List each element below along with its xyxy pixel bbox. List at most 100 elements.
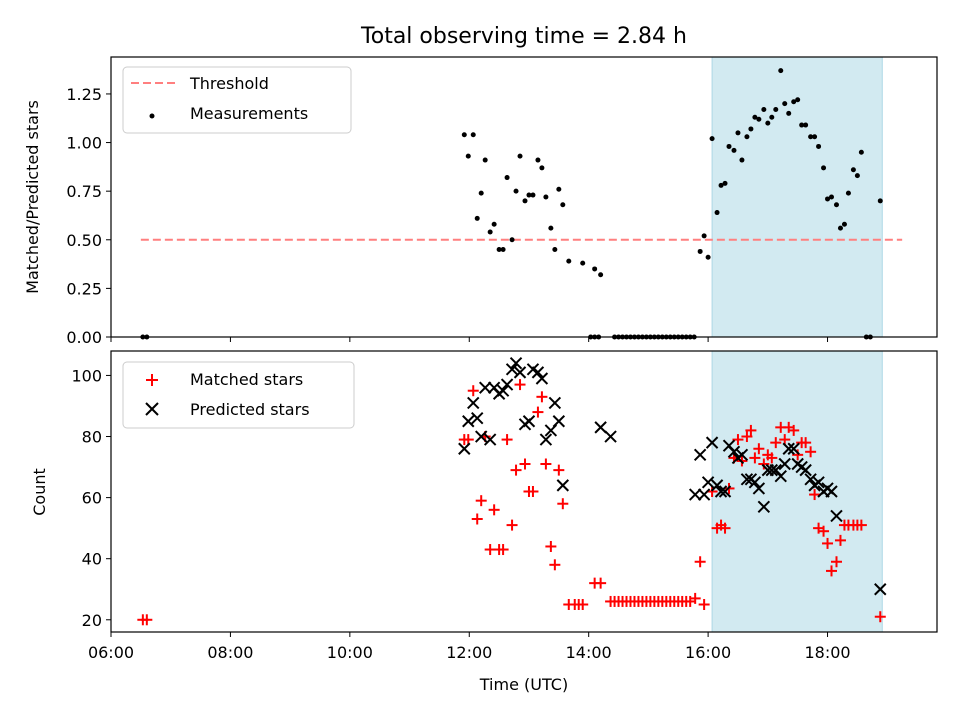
measurement-point [478,190,484,196]
top-y-tick-label: 1.25 [66,85,102,104]
matched-star-point [800,437,812,449]
matched-star-point [766,452,778,464]
measurements-legend-swatch [149,113,155,119]
bottom-x-ticks: 06:00 08:00 10:00 12:00 14:00 16:00 18:00 [88,632,851,662]
measurement-point [701,233,707,239]
measurement-point [821,165,827,171]
predicted-star-point [505,363,519,376]
measurement-point [552,247,558,252]
top-y-tick-label: 0.25 [66,279,102,298]
bottom-y-ticks: 20 40 60 80 100 [71,366,111,630]
predicted-star-point [522,415,536,428]
bottom-axes-frame [110,350,938,633]
measurement-point [722,180,728,186]
matched-star-point [749,452,761,464]
chart-title: Total observing time = 2.84 h [360,24,687,49]
measurement-point [535,157,541,163]
measurement-point [566,258,572,264]
predicted-star-point [462,415,475,428]
measurement-point [482,157,488,163]
measurement-point [803,122,809,128]
measurement-point [825,196,831,202]
predicted-star-point [710,479,724,492]
predicted-star-point [535,372,549,385]
measurement-point [509,237,515,243]
predicted-star-point [513,366,527,379]
measurement-point [752,114,758,120]
bottom-y-tick-label: 60 [82,489,102,508]
measurement-point [556,186,562,192]
measurement-point [858,149,864,155]
measurement-point [850,167,856,173]
measurement-point [829,194,835,200]
matched-star-point [514,379,526,391]
matched-star-point [540,458,552,470]
measurement-point [808,134,814,140]
predicted-legend-label: Predicted stars [190,400,310,419]
x-axis-label: Time (UTC) [479,675,568,694]
matched-star-point [758,458,770,470]
top-y-tick-label: 0.00 [66,328,102,347]
measurement-point [580,260,586,266]
matched-star-point [467,385,479,397]
measurement-point [697,248,703,254]
predicted-star-point [787,442,800,455]
measurement-point [496,247,502,252]
bottom-y-axis-label: Count [30,468,49,516]
predicted-star-point [825,485,838,498]
top-panel: 0.00 0.25 0.50 0.75 1.00 1.25 Matched/Predict… [23,56,938,347]
predicted-star-point [496,384,510,397]
measurement-point [560,202,566,208]
measurement-point [786,110,792,116]
measurement-point [530,192,536,198]
measurements-legend-label: Measurements [190,104,308,123]
bottom-panel: 20 40 60 80 100 06:00 08:00 10:00 12:00 14:00 16:… [30,350,938,694]
predicted-star-point [467,396,480,410]
matched-star-point [557,498,569,510]
measurement-point [791,99,797,105]
predicted-legend-swatch [145,402,159,416]
measurement-point [491,221,497,227]
measurement-point [761,107,767,112]
matched-star-point [830,556,842,568]
top-legend: Threshold Measurements [122,66,352,134]
x-tick-label: 12:00 [446,643,492,662]
measurement-point [474,215,480,221]
measurement-point [465,153,471,159]
matched-star-point [826,565,838,577]
x-tick-label: 08:00 [207,643,253,662]
matched-star-point [792,449,804,461]
measurement-point [718,182,724,188]
measurements-points [140,68,883,340]
measurement-point [709,136,715,142]
measurement-point [470,132,476,138]
matched-star-point [141,614,153,626]
measurement-point [513,188,519,194]
predicted-star-point [531,366,545,379]
matched-stars-points [137,379,886,626]
measurement-point [782,101,788,107]
measurement-point [765,120,771,126]
measurement-point [748,126,754,132]
measurement-point [487,229,493,235]
predicted-star-point [475,430,488,443]
measurement-point [854,173,860,179]
matched-star-point [689,592,701,604]
predicted-star-point [748,476,762,489]
top-y-axis-label: Matched/Predicted stars [23,100,42,294]
measurement-point [522,198,528,204]
measurement-point [500,247,506,252]
predicted-star-point [812,476,825,489]
predicted-stars-points [458,357,887,596]
predicted-star-point [471,411,484,425]
predicted-star-point [478,381,492,394]
measurement-point [778,68,784,74]
matched-star-point [462,434,474,446]
predicted-star-point [594,421,607,434]
matched-star-point [501,434,513,446]
top-axes-frame [110,56,938,338]
matched-star-point [698,599,710,611]
x-tick-label: 16:00 [685,643,731,662]
bottom-y-tick-label: 40 [82,550,102,569]
bottom-y-tick-label: 80 [82,428,102,447]
